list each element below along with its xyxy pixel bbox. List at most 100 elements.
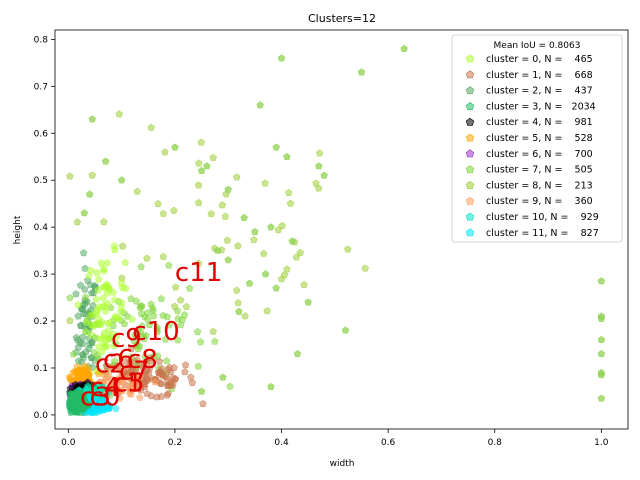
legend-marker xyxy=(465,54,475,63)
cluster-7-point xyxy=(94,355,103,363)
legend-marker xyxy=(465,133,475,142)
cluster-0-point xyxy=(110,295,119,304)
cluster-8-point xyxy=(344,245,352,253)
outlier-point xyxy=(293,349,302,358)
cluster-0-point xyxy=(88,310,96,319)
cluster-2-point xyxy=(87,289,96,297)
outlier-point xyxy=(197,166,206,174)
legend-marker xyxy=(465,181,475,189)
cluster-8-point xyxy=(133,187,141,195)
cluster-7-point xyxy=(165,321,173,329)
outlier-point xyxy=(203,162,211,170)
cluster-1-point xyxy=(127,345,135,353)
cluster-8-point xyxy=(159,209,167,217)
cluster-9-point xyxy=(151,378,159,386)
cluster-label: c0 xyxy=(90,383,121,413)
cluster-8-point xyxy=(234,298,242,307)
y-tick-label: 0.0 xyxy=(34,411,49,421)
y-axis: 0.0 0.1 0.2 0.3 0.4 0.5 0.6 0.7 0.8 xyxy=(34,35,55,421)
outlier-point xyxy=(267,382,275,390)
cluster-0-point xyxy=(117,303,125,311)
cluster-7-point xyxy=(157,294,166,302)
cluster-8-point xyxy=(194,259,203,267)
cluster-1-point xyxy=(199,399,207,407)
cluster-8-point xyxy=(66,316,74,324)
cluster-8-point xyxy=(233,173,241,181)
cluster-0-point xyxy=(74,300,82,309)
points-layer xyxy=(66,44,606,416)
outlier-point xyxy=(240,213,248,221)
outlier-point xyxy=(357,68,366,76)
cluster-8-point xyxy=(278,221,286,229)
cluster-8-point xyxy=(263,307,271,315)
cluster-8-point xyxy=(154,199,162,207)
legend-marker xyxy=(465,70,475,79)
cluster-8-point xyxy=(261,179,269,187)
cluster-1-point xyxy=(127,366,135,374)
cluster-9-point xyxy=(118,386,126,395)
cluster-8-point xyxy=(234,242,242,250)
cluster-7-point xyxy=(173,306,182,315)
cluster-1-point xyxy=(102,361,111,369)
cluster-2-point xyxy=(74,312,82,320)
outlier-point xyxy=(597,371,606,379)
cluster-8-point xyxy=(361,264,369,272)
y-tick-label: 0.7 xyxy=(34,82,48,92)
cluster-8-point xyxy=(159,252,167,260)
x-tick-label: 0.0 xyxy=(61,438,76,448)
cluster-0-point xyxy=(93,268,101,276)
cluster-8-point xyxy=(207,209,215,217)
outlier-point xyxy=(224,256,232,264)
legend-title: Mean IoU = 0.8063 xyxy=(494,41,581,51)
cluster-7-point xyxy=(194,362,202,370)
cluster-7-point xyxy=(141,352,149,361)
legend-box xyxy=(451,34,623,243)
cluster-0-point xyxy=(88,331,96,339)
outlier-point xyxy=(219,373,227,381)
outlier-point xyxy=(597,394,606,402)
cluster-8-point xyxy=(283,265,291,273)
outlier-point xyxy=(101,157,110,165)
y-tick-label: 0.2 xyxy=(34,317,48,327)
cluster-7-point xyxy=(174,336,182,344)
cluster-0-point xyxy=(101,303,109,311)
outlier-point xyxy=(256,101,264,109)
cluster-1-point xyxy=(126,358,134,366)
cluster-9-point xyxy=(127,390,135,398)
cluster-8-point xyxy=(296,248,304,256)
legend-marker xyxy=(465,86,475,95)
cluster-0-point xyxy=(99,294,107,302)
cluster-8-point xyxy=(115,110,123,118)
cluster-8-point xyxy=(143,254,151,262)
cluster-7-point xyxy=(211,337,219,345)
cluster-8-point xyxy=(315,149,324,157)
cluster-1-point xyxy=(155,368,163,376)
x-tick-label: 0.8 xyxy=(488,438,503,448)
y-tick-label: 0.8 xyxy=(34,35,49,45)
cluster-1-point xyxy=(188,378,196,386)
outlier-point xyxy=(80,209,88,217)
x-tick-label: 1.0 xyxy=(594,438,609,448)
legend-marker xyxy=(465,117,475,126)
outlier-point xyxy=(597,314,606,322)
cluster-7-point xyxy=(185,284,194,292)
cluster-2-point xyxy=(81,264,89,272)
cluster-3-point xyxy=(73,399,81,407)
outlier-point xyxy=(597,277,606,285)
outlier-point xyxy=(197,387,206,395)
legend-marker xyxy=(465,212,475,221)
cluster-8-point xyxy=(195,159,203,167)
cluster-label: c10 xyxy=(132,317,179,347)
cluster-7-point xyxy=(153,323,161,331)
cluster-7-point xyxy=(161,335,170,343)
cluster-8-point xyxy=(182,302,191,310)
cluster-1-point xyxy=(146,357,154,365)
y-tick-label: 0.5 xyxy=(34,176,48,186)
cluster-1-point xyxy=(181,361,190,369)
cluster-label: c5 xyxy=(114,368,145,398)
cluster-7-point xyxy=(226,382,234,390)
legend-entry-label: cluster = 9, N = 360 xyxy=(486,196,593,207)
outlier-point xyxy=(597,335,606,343)
cluster-7-point xyxy=(136,304,144,312)
